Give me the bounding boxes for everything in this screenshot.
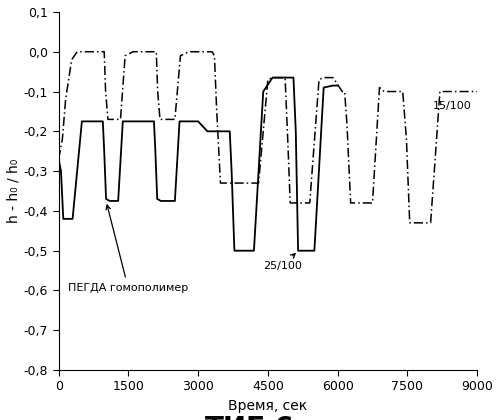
Y-axis label: h - h₀ / h₀: h - h₀ / h₀ bbox=[7, 159, 21, 223]
Text: ПЕГДА гомополимер: ПЕГДА гомополимер bbox=[68, 205, 188, 292]
Text: 25/100: 25/100 bbox=[263, 254, 302, 270]
Text: ΤИГ.6: ΤИГ.6 bbox=[205, 415, 295, 420]
Text: 15/100: 15/100 bbox=[433, 102, 472, 111]
X-axis label: Время, сек: Время, сек bbox=[228, 399, 308, 413]
